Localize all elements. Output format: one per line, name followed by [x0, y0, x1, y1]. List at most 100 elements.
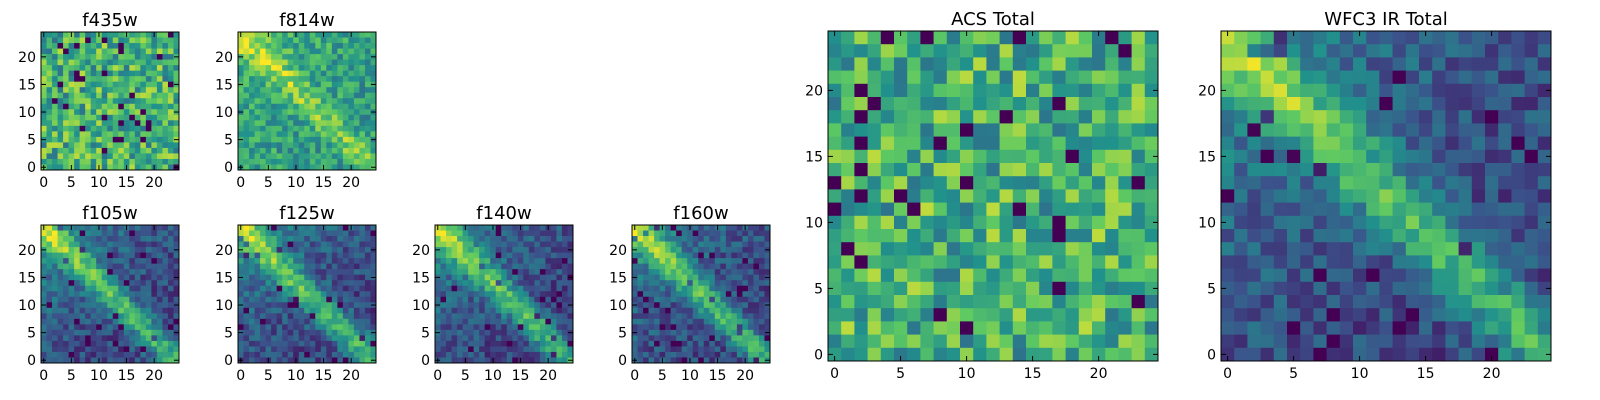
heatmap-cell [632, 285, 638, 292]
heatmap-cell [41, 351, 47, 358]
heatmap-cell [736, 280, 743, 287]
heatmap-cell [107, 65, 114, 72]
heatmap-cell [359, 230, 366, 237]
heatmap-cell [107, 87, 114, 94]
heatmap-cell [960, 31, 974, 45]
heatmap-cell [435, 307, 441, 314]
heatmap-cell [304, 142, 311, 149]
heatmap-cell [162, 324, 169, 331]
heatmap-cell [364, 158, 371, 165]
heatmap-cell [1234, 215, 1248, 230]
heatmap-cell [681, 236, 688, 242]
heatmap-cell [1092, 110, 1106, 124]
heatmap-cell [57, 131, 64, 138]
heatmap-cell [747, 329, 754, 336]
heatmap-cell [567, 230, 574, 237]
heatmap-cell [670, 236, 677, 242]
heatmap-cell [561, 307, 568, 314]
heatmap-cell [162, 65, 169, 72]
heatmap-cell [528, 225, 535, 231]
heatmap-cell [101, 269, 108, 276]
heatmap-cell [999, 163, 1014, 177]
heatmap-cell [342, 158, 349, 165]
heatmap-cell [353, 136, 360, 143]
heatmap-cell [1366, 31, 1380, 45]
heatmap-cell [129, 87, 136, 94]
axes-frame [237, 31, 377, 171]
heatmap-cell [238, 252, 244, 259]
heatmap-cell [140, 236, 147, 242]
heatmap-cell [293, 87, 300, 94]
heatmap-cell [479, 230, 486, 237]
heatmap-cell [173, 346, 180, 353]
heatmap-cell [457, 335, 463, 342]
heatmap-cell [534, 241, 541, 248]
heatmap-cell [151, 230, 158, 237]
heatmap-cell [320, 296, 327, 303]
heatmap-cell [747, 269, 754, 276]
heatmap-cell [298, 43, 305, 49]
heatmap-cell [145, 263, 152, 270]
heatmap-cell [304, 247, 311, 253]
heatmap-cell [90, 81, 97, 88]
heatmap-cell [359, 357, 366, 364]
heatmap-cell [145, 335, 152, 342]
heatmap-cell [101, 357, 108, 364]
heatmap-cell [156, 351, 163, 358]
heatmap-cell [101, 103, 108, 110]
heatmap-cell [107, 241, 114, 248]
heatmap-cell [46, 324, 53, 331]
heatmap-cell [282, 147, 289, 154]
heatmap-cell [1012, 83, 1027, 98]
heatmap-cell [1026, 347, 1040, 362]
heatmap-cell [946, 347, 961, 362]
heatmap-cell [249, 142, 255, 149]
heatmap-cell [1458, 110, 1473, 124]
heatmap-cell [140, 98, 147, 105]
heatmap-cell [1026, 83, 1040, 98]
heatmap-cell [440, 329, 447, 336]
heatmap-cell [960, 163, 974, 177]
heatmap-cell [348, 329, 355, 336]
heatmap-cell [123, 120, 130, 127]
heatmap-cell [79, 302, 86, 309]
heatmap-cell [523, 351, 530, 358]
heatmap-cell [342, 247, 349, 253]
heatmap-cell [933, 57, 948, 71]
heatmap-cell [265, 65, 272, 72]
heatmap-cell [276, 120, 283, 127]
heatmap-cell [512, 258, 519, 265]
heatmap-cell [484, 335, 491, 342]
heatmap-cell [57, 109, 64, 116]
heatmap-cell [260, 59, 266, 66]
heatmap-cell [129, 324, 136, 331]
heatmap-cell [637, 230, 644, 237]
heatmap-cell [326, 285, 333, 292]
heatmap-cell [446, 313, 452, 320]
heatmap-cell [271, 280, 278, 287]
heatmap-cell [162, 307, 169, 314]
heatmap-cell [545, 241, 552, 248]
heatmap-cell [370, 76, 377, 83]
heatmap-cell [46, 318, 53, 325]
heatmap-cell [828, 295, 842, 309]
heatmap-cell [665, 340, 672, 347]
heatmap-cell [271, 120, 278, 127]
heatmap-cell [331, 76, 338, 83]
heatmap-cell [162, 114, 169, 121]
heatmap-cell [353, 269, 360, 276]
heatmap-cell [282, 258, 289, 265]
heatmap-cell [659, 318, 666, 325]
heatmap-cell [353, 285, 360, 292]
heatmap-cell [556, 225, 563, 231]
heatmap-cell [337, 125, 344, 132]
heatmap-cell [920, 70, 934, 85]
heatmap-cell [1366, 202, 1380, 217]
heatmap-cell [243, 241, 250, 248]
heatmap-cell [112, 81, 119, 88]
heatmap-cell [1287, 189, 1301, 203]
heatmap-cell [41, 269, 47, 276]
heatmap-cell [894, 70, 908, 85]
heatmap-cell [265, 346, 272, 353]
heatmap-cell [287, 87, 294, 94]
